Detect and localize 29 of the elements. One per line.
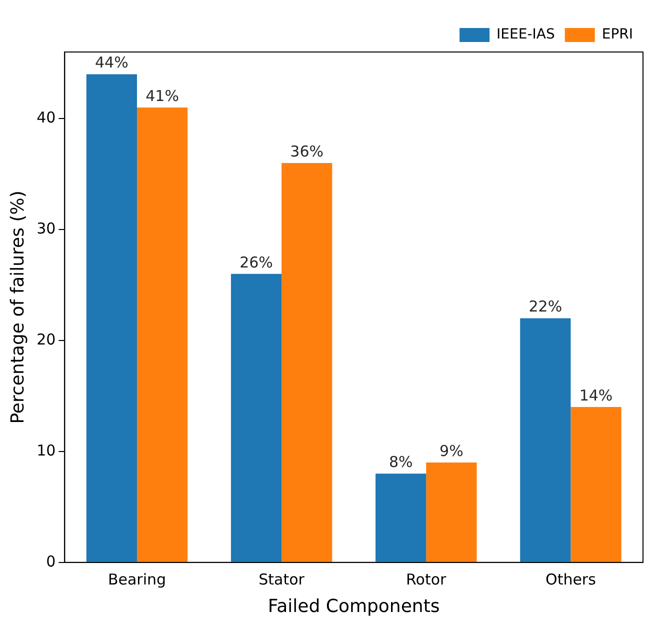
data-label: 14% xyxy=(579,386,613,404)
legend-label: EPRI xyxy=(602,26,634,43)
bar xyxy=(86,74,137,562)
data-label: 26% xyxy=(240,253,273,272)
bar xyxy=(426,462,477,562)
y-tick-label: 40 xyxy=(36,108,56,126)
bar xyxy=(282,162,332,562)
data-label: 36% xyxy=(290,142,324,160)
x-tick-label: Rotor xyxy=(406,570,448,588)
bar xyxy=(376,474,426,562)
y-axis-title: Percentage of failures (%) xyxy=(7,190,28,424)
data-label: 22% xyxy=(528,298,562,316)
x-axis-title: Failed Components xyxy=(268,596,440,617)
bar xyxy=(230,274,282,562)
data-label: 8% xyxy=(388,453,413,472)
legend-label: IEEE-IAS xyxy=(496,26,555,43)
data-label: 9% xyxy=(440,442,464,460)
bar xyxy=(136,107,188,562)
y-tick-label: 20 xyxy=(36,330,56,348)
data-label: 44% xyxy=(95,54,128,72)
y-tick-label: 30 xyxy=(36,219,56,238)
data-label: 41% xyxy=(146,86,179,105)
x-tick-label: Stator xyxy=(258,570,306,588)
bar xyxy=(570,407,622,562)
x-tick-label: Others xyxy=(546,570,596,588)
x-tick-label: Bearing xyxy=(108,570,166,588)
y-tick-label: 10 xyxy=(36,441,56,460)
bar xyxy=(520,318,571,562)
y-tick-label: 0 xyxy=(46,552,56,570)
